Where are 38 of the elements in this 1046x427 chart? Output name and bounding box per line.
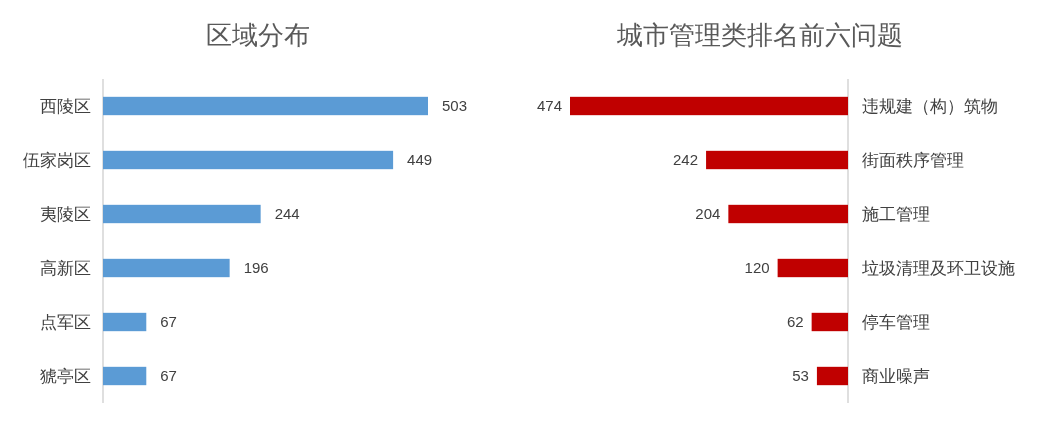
bar: [103, 96, 428, 116]
bar: [728, 204, 848, 224]
y-tick-label: 猇亭区: [40, 365, 91, 386]
chart-title: 城市管理类排名前六问题: [616, 20, 903, 50]
bar: [570, 96, 848, 116]
bar: [777, 258, 848, 278]
bar: [811, 312, 848, 332]
data-label: 244: [274, 205, 300, 223]
bar: [706, 150, 848, 170]
bar: [103, 312, 147, 332]
data-label: 120: [744, 259, 770, 277]
bar: [103, 258, 230, 278]
y-tick-label: 施工管理: [862, 203, 930, 224]
data-label: 204: [695, 205, 721, 223]
bar: [816, 366, 848, 386]
y-tick-label: 伍家岗区: [23, 149, 91, 170]
data-label: 503: [442, 97, 468, 115]
data-label: 474: [536, 97, 562, 115]
data-label: 53: [792, 367, 809, 385]
y-tick-label: 点军区: [40, 311, 91, 332]
y-tick-label: 夷陵区: [40, 203, 91, 224]
y-tick-label: 高新区: [40, 257, 91, 278]
data-label: 242: [673, 151, 699, 169]
data-label: 62: [786, 313, 804, 331]
bar: [103, 150, 394, 170]
data-label: 196: [243, 259, 269, 277]
y-tick-label: 停车管理: [862, 311, 930, 332]
chart-title: 区域分布: [206, 20, 310, 50]
y-tick-label: 垃圾清理及环卫设施: [861, 257, 1015, 278]
y-tick-label: 违规建（构）筑物: [862, 95, 998, 116]
bar: [103, 204, 261, 224]
y-tick-label: 商业噪声: [862, 365, 930, 386]
data-label: 67: [160, 367, 177, 385]
y-tick-label: 街面秩序管理: [862, 149, 964, 170]
data-label: 449: [407, 151, 433, 169]
bar: [103, 366, 147, 386]
y-tick-label: 西陵区: [40, 95, 91, 116]
data-label: 67: [160, 313, 177, 331]
